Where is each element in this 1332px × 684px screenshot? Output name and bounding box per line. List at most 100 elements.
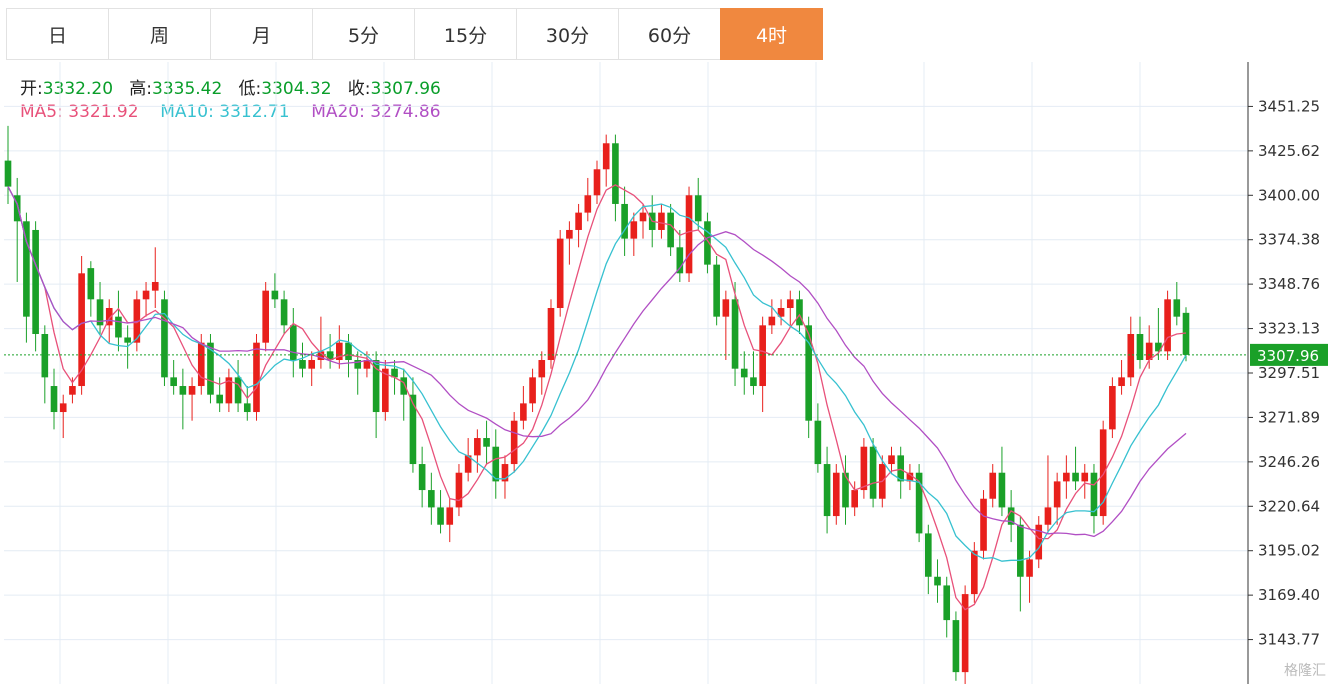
candle-body <box>621 203 628 239</box>
candle-body <box>335 342 343 361</box>
candle-body <box>299 360 306 369</box>
candle-body <box>262 290 270 343</box>
tab-3[interactable]: 5分 <box>312 8 415 60</box>
candle-body <box>796 299 803 326</box>
tab-0[interactable]: 日 <box>6 8 109 60</box>
y-tick-label: 3400.00 <box>1258 186 1320 204</box>
candle-body <box>161 299 168 378</box>
candle-body <box>188 386 196 395</box>
candle-body <box>1007 507 1015 525</box>
candle-body <box>814 420 822 465</box>
candle-body <box>501 464 509 482</box>
candle-body <box>4 160 12 187</box>
ma20-value: 3274.86 <box>370 102 441 122</box>
y-tick-label: 3195.02 <box>1258 542 1320 560</box>
candle-body <box>289 325 297 361</box>
candle-body <box>492 446 500 482</box>
candle-body <box>326 351 334 361</box>
candle-body <box>520 403 527 421</box>
candle-body <box>308 360 316 369</box>
candle-body <box>253 342 260 413</box>
ma20-label: MA20: <box>311 102 365 122</box>
low-value: 3304.32 <box>261 79 332 99</box>
candle-body <box>593 169 601 196</box>
candle-body <box>777 307 785 317</box>
candle-body <box>869 446 877 499</box>
low-label: 低: <box>238 79 262 99</box>
candle-body <box>280 299 288 326</box>
candle-body <box>602 143 610 170</box>
candle-body <box>722 299 730 317</box>
high-value: 3335.42 <box>152 79 223 99</box>
ma20-line <box>7 186 1187 538</box>
candle-body <box>547 307 555 361</box>
candle-body <box>464 455 472 473</box>
y-tick-label: 3425.62 <box>1258 142 1320 160</box>
candle-body <box>943 585 951 621</box>
candle-body <box>428 490 435 508</box>
candle-body <box>575 212 582 230</box>
candle-body <box>786 299 794 308</box>
candle-body <box>1182 312 1190 355</box>
candle-body <box>1145 342 1153 361</box>
tab-1[interactable]: 周 <box>108 8 211 60</box>
y-tick-label: 3348.76 <box>1258 275 1320 293</box>
candle-body <box>529 377 536 404</box>
candle-body <box>1035 524 1043 560</box>
open-label: 开: <box>20 79 43 99</box>
candle-body <box>115 316 122 338</box>
candle-body <box>658 212 665 230</box>
candle-body <box>759 325 766 387</box>
candlestick-chart: 开:3332.20 高:3335.42 低:3304.32 收:3307.96 … <box>0 62 1332 684</box>
candle-body <box>1099 429 1107 517</box>
candle-body <box>59 403 67 413</box>
candle-body <box>888 455 895 465</box>
candle-body <box>823 464 831 517</box>
candle-body <box>1072 472 1079 482</box>
candle-body <box>170 377 177 387</box>
candle-body <box>980 498 987 551</box>
candle-body <box>1155 342 1162 352</box>
candle-body <box>1026 559 1033 577</box>
candle-body <box>667 212 674 248</box>
candle-body <box>142 290 150 300</box>
candle-body <box>363 360 371 369</box>
candle-body <box>1136 334 1144 361</box>
candle-body <box>860 446 868 491</box>
watermark: 格隆汇 <box>1284 663 1326 679</box>
tab-2[interactable]: 月 <box>210 8 313 60</box>
candle-body <box>197 342 205 387</box>
candle-body <box>455 472 463 508</box>
candle-body <box>713 264 720 317</box>
close-value: 3307.96 <box>370 79 441 99</box>
y-tick-label: 3169.40 <box>1258 586 1320 604</box>
tab-7[interactable]: 4时 <box>720 8 823 60</box>
candle-body <box>69 386 76 395</box>
period-tabs: 日周月 5分 15分 30分 60分 4时 <box>6 8 823 60</box>
ma5-line <box>7 184 1187 611</box>
candle-body <box>750 377 757 387</box>
y-tick-label: 3246.26 <box>1258 453 1320 471</box>
tab-6[interactable]: 60分 <box>618 8 721 60</box>
tab-5[interactable]: 30分 <box>516 8 619 60</box>
candle-body <box>1044 507 1052 525</box>
candle-body <box>345 342 352 361</box>
ma5-value: 3321.92 <box>68 102 139 122</box>
candle-body <box>354 360 362 369</box>
candle-body <box>851 490 859 508</box>
candle-body <box>105 307 113 326</box>
candle-body <box>409 394 417 465</box>
candle-body <box>78 273 85 387</box>
candle-body <box>216 394 223 404</box>
y-tick-label: 3297.51 <box>1258 364 1320 382</box>
candle-body <box>998 472 1006 508</box>
candle-body <box>317 351 325 361</box>
candle-body <box>961 594 969 673</box>
candle-body <box>676 247 684 274</box>
candle-body <box>1063 472 1070 482</box>
candle-body <box>1164 299 1171 352</box>
candle-body <box>437 507 444 525</box>
tab-4[interactable]: 15分 <box>414 8 517 60</box>
candle-body <box>32 229 39 335</box>
candle-body <box>897 455 905 482</box>
